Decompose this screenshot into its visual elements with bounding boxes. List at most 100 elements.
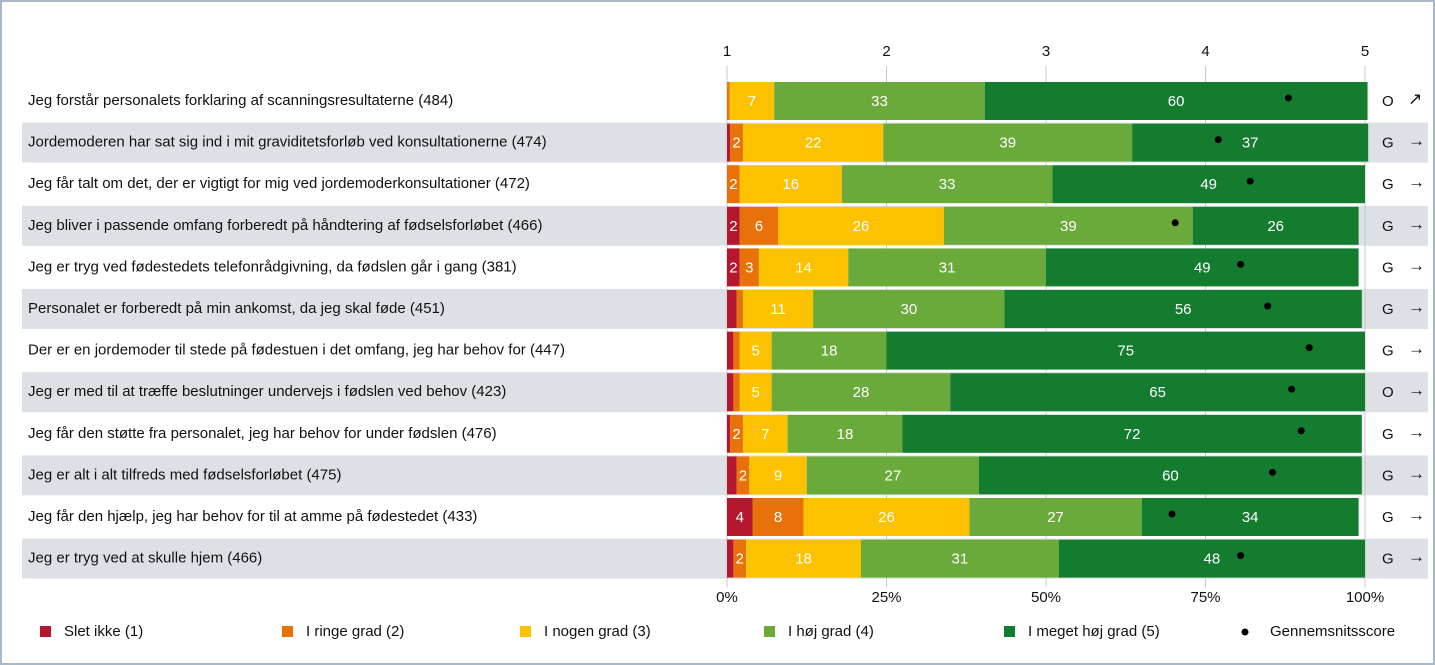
value-label: 33 [939,176,956,193]
mean-marker [1237,260,1245,268]
trend-arrow: → [1408,173,1425,192]
x2-tick-label: 4 [1201,43,1209,60]
value-label: 31 [952,551,969,568]
value-label: 5 [752,343,760,360]
trend-arrow: → [1408,339,1425,358]
value-label: 28 [853,384,870,401]
value-label: 49 [1200,176,1217,193]
legend-label: I nogen grad (3) [544,623,651,640]
status: G [1382,301,1394,318]
value-label: 22 [805,135,822,152]
value-label: 26 [1267,218,1284,235]
value-label: 27 [885,467,902,484]
bar-segment [729,82,775,120]
value-label: 5 [752,384,760,401]
bar-segment [733,331,740,370]
value-label: 34 [1242,509,1259,526]
bar-segment [860,539,1059,578]
value-label: 26 [878,509,895,526]
value-label: 60 [1168,93,1185,110]
value-label: 7 [761,426,769,443]
bar-segment [727,248,740,287]
bar-segment [727,414,731,453]
trend-arrow: → [1408,214,1425,233]
bar-segment [742,414,788,453]
bar-segment [758,248,849,287]
legend-label: I høj grad (4) [788,623,874,640]
bar-segment [742,123,884,162]
status: G [1382,218,1394,235]
value-label: 2 [736,551,744,568]
value-label: 16 [782,176,799,193]
bar-segment [730,414,743,453]
legend-swatch [520,626,531,637]
trend-arrow: → [1408,547,1425,566]
bar-segment [950,373,1365,412]
status: G [1382,551,1394,568]
mean-marker [1297,427,1305,435]
x-tick-label: 100% [1346,589,1384,606]
bar-segment [848,248,1046,287]
bar-segment [943,206,1193,245]
x2-tick-label: 2 [882,43,890,60]
mean-marker [1214,136,1222,144]
status: G [1382,343,1394,360]
row-label: Jeg får den støtte fra personalet, jeg h… [28,425,497,442]
status: G [1382,135,1394,152]
bar-segment [739,373,772,412]
bar-segment [727,123,731,162]
value-label: 18 [795,551,812,568]
bar-segment [1192,206,1359,245]
value-label: 18 [821,343,838,360]
x-tick-label: 50% [1031,589,1061,606]
value-label: 2 [732,135,740,152]
row-label: Personalet er forberedt på min ankomst, … [28,300,445,317]
bar-segment [902,414,1362,453]
legend-swatch [282,626,293,637]
bar-segment [813,290,1005,328]
bar-segment [746,539,861,578]
value-label: 9 [774,467,782,484]
row-label: Jeg er alt i alt tilfreds med fødselsfor… [28,466,341,483]
legend-label: I ringe grad (2) [306,623,404,640]
mean-marker [1284,94,1292,102]
trend-arrow: → [1408,464,1425,483]
bar-segment [1141,498,1359,536]
trend-arrow: → [1408,256,1425,275]
value-label: 33 [871,93,888,110]
bar-segment [736,456,750,495]
bar-segment [727,206,740,245]
legend-swatch [1241,628,1249,636]
legend-swatch [40,626,51,637]
bar-segment [1004,290,1362,328]
bar-segment [742,290,814,328]
bar-segment [771,373,951,412]
bar-segment [979,456,1362,495]
bar-segment [1052,165,1365,204]
bar-segment [727,290,737,328]
bar-segment [736,290,743,328]
value-label: 60 [1162,467,1179,484]
bar-segment [727,373,734,412]
bar-segment [787,414,903,453]
value-label: 8 [774,509,782,526]
row-label: Jeg er tryg ved fødestedets telefonrådgi… [28,258,517,275]
value-label: 39 [999,135,1016,152]
legend-swatch [1004,626,1015,637]
value-label: 31 [939,259,956,276]
row-label: Jeg bliver i passende omfang forberedt p… [28,217,542,234]
value-label: 4 [736,509,744,526]
bar-segment [752,498,804,536]
mean-marker [1288,385,1296,393]
value-label: 2 [729,218,737,235]
value-label: 2 [732,426,740,443]
value-label: 72 [1124,426,1141,443]
row-label: Jeg er med til at træffe beslutninger un… [28,383,506,400]
legend-swatch [764,626,775,637]
bar-segment [739,248,759,287]
value-label: 2 [739,467,747,484]
value-label: 3 [745,259,753,276]
bar-segment [806,456,980,495]
value-label: 7 [748,93,756,110]
